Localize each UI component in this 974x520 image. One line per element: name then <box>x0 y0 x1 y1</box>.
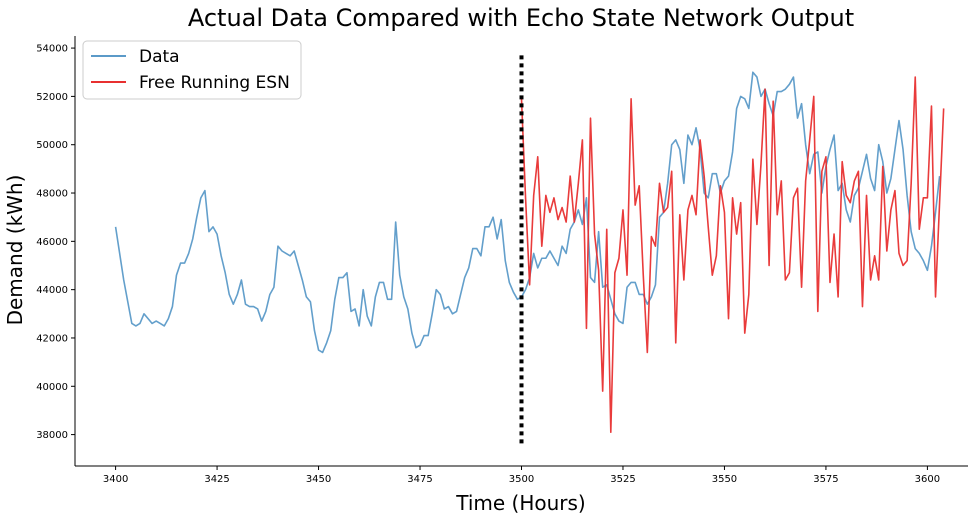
series-line-free-running-esn <box>520 76 945 433</box>
y-tick-label: 46000 <box>36 237 68 248</box>
legend-data-label: Data <box>139 47 180 67</box>
y-tick-label: 52000 <box>36 92 68 103</box>
y-tick-label: 44000 <box>36 285 68 296</box>
y-tick-label: 50000 <box>36 140 68 151</box>
series-line-data <box>114 71 941 354</box>
y-tick-label: 48000 <box>36 189 68 200</box>
plot-area <box>114 55 945 447</box>
x-tick-label: 3425 <box>204 474 229 485</box>
x-tick-label: 3450 <box>306 474 331 485</box>
y-tick-label: 40000 <box>36 382 68 393</box>
chart-title: Actual Data Compared with Echo State Net… <box>188 4 854 32</box>
x-axis-title: Time (Hours) <box>455 491 586 515</box>
y-tick-label: 38000 <box>36 430 68 441</box>
x-ticks: 3400 3425 3450 3475 3500 3525 3550 3575 3600 <box>103 466 940 485</box>
y-ticks: 38000 40000 42000 44000 46000 48000 50000 52000… <box>36 44 75 441</box>
y-tick-label: 54000 <box>36 44 68 55</box>
legend-esn-label: Free Running ESN <box>139 73 290 93</box>
x-tick-label: 3475 <box>407 474 432 485</box>
x-tick-label: 3400 <box>103 474 128 485</box>
x-tick-label: 3575 <box>813 474 838 485</box>
legend: Data Free Running ESN <box>82 40 302 100</box>
y-tick-label: 42000 <box>36 333 68 344</box>
x-tick-label: 3525 <box>610 474 635 485</box>
y-axis-title: Demand (kWh) <box>3 175 27 326</box>
legend-box <box>82 40 302 100</box>
x-tick-label: 3500 <box>509 474 534 485</box>
x-tick-label: 3600 <box>915 474 940 485</box>
x-tick-label: 3550 <box>712 474 737 485</box>
